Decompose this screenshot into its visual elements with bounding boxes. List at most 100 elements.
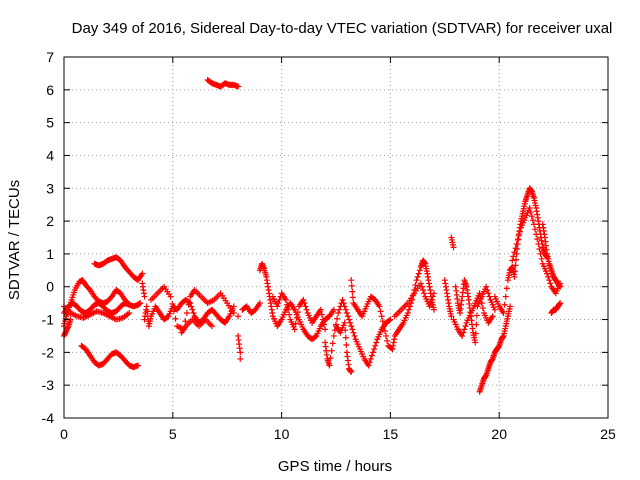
x-tick-label: 20 bbox=[491, 426, 507, 442]
data-point-fill bbox=[512, 245, 519, 252]
data-point bbox=[526, 204, 533, 211]
x-tick-label: 5 bbox=[169, 426, 177, 442]
data-point bbox=[348, 369, 355, 376]
data-point-fill bbox=[328, 347, 335, 354]
data-point bbox=[413, 277, 420, 284]
data-point-fill bbox=[327, 355, 334, 362]
data-point bbox=[343, 309, 350, 316]
data-point-fill bbox=[421, 290, 428, 297]
data-point-fill bbox=[545, 273, 552, 280]
data-point-fill bbox=[511, 268, 518, 275]
data-point-fill bbox=[383, 332, 390, 339]
data-point-fill bbox=[532, 226, 539, 233]
data-point-fill bbox=[275, 300, 282, 307]
x-tick-label: 15 bbox=[383, 426, 399, 442]
y-tick-label: 2 bbox=[46, 213, 54, 229]
data-point-fill bbox=[349, 294, 356, 301]
data-point bbox=[317, 306, 324, 313]
data-point bbox=[348, 323, 355, 330]
grid-lines bbox=[64, 57, 608, 418]
data-point-fill bbox=[164, 314, 171, 321]
data-point-fill bbox=[366, 359, 373, 366]
data-point-fill bbox=[414, 273, 421, 280]
data-point-fill bbox=[473, 312, 480, 319]
data-point-fill bbox=[373, 339, 380, 346]
chart-title: Day 349 of 2016, Sidereal Day-to-day VTE… bbox=[72, 20, 613, 37]
y-tick-label: 6 bbox=[46, 82, 54, 98]
data-point-fill bbox=[319, 316, 326, 323]
data-point bbox=[330, 306, 337, 313]
x-axis-label: GPS time / hours bbox=[278, 458, 392, 475]
y-tick-label: 5 bbox=[46, 115, 54, 131]
data-point-fill bbox=[386, 317, 393, 324]
data-point bbox=[557, 283, 564, 290]
data-point bbox=[326, 362, 333, 369]
data-point-fill bbox=[513, 256, 520, 263]
data-point bbox=[137, 300, 144, 307]
data-point bbox=[430, 290, 437, 297]
data-point-fill bbox=[527, 209, 534, 216]
data-point-fill bbox=[321, 321, 328, 328]
data-point-fill bbox=[371, 346, 378, 353]
data-point-fill bbox=[378, 313, 385, 320]
data-point-fill bbox=[381, 328, 388, 335]
data-point-fill bbox=[485, 290, 492, 297]
data-point-fill bbox=[472, 330, 479, 337]
data-point bbox=[417, 280, 424, 287]
data-point bbox=[365, 362, 372, 369]
data-point-fill bbox=[516, 228, 523, 235]
data-point-fill bbox=[412, 282, 419, 289]
data-point-fill bbox=[479, 305, 486, 312]
tick-labels: 0 5 10 15 20 25 -4 -3 -2 -1 0 1 2 3 4 5 6 7 bbox=[42, 49, 616, 442]
data-point bbox=[208, 323, 215, 330]
data-point-fill bbox=[284, 301, 291, 308]
data-point bbox=[256, 300, 263, 307]
data-point-fill bbox=[486, 293, 493, 300]
data-point-fill bbox=[536, 245, 543, 252]
y-tick-label: 7 bbox=[46, 49, 54, 65]
data-point bbox=[341, 319, 348, 326]
data-point-fill bbox=[301, 300, 308, 307]
data-point-fill bbox=[340, 300, 347, 307]
data-point-fill bbox=[510, 253, 517, 260]
data-point-fill bbox=[529, 217, 536, 224]
data-point bbox=[491, 306, 498, 313]
data-point-fill bbox=[511, 249, 518, 256]
data-point-fill bbox=[377, 308, 384, 315]
data-point bbox=[376, 303, 383, 310]
y-tick-label: -3 bbox=[42, 377, 55, 393]
data-point bbox=[511, 273, 518, 280]
data-point-fill bbox=[428, 296, 435, 303]
data-point-fill bbox=[292, 320, 299, 327]
data-point-fill bbox=[473, 321, 480, 328]
data-point bbox=[500, 309, 507, 316]
y-tick-label: 3 bbox=[46, 180, 54, 196]
y-tick-label: 1 bbox=[46, 246, 54, 262]
data-point-fill bbox=[462, 323, 469, 330]
data-point bbox=[509, 257, 516, 264]
data-point-fill bbox=[293, 314, 300, 321]
data-point-fill bbox=[302, 303, 309, 310]
data-point-fill bbox=[460, 329, 467, 336]
data-point-fill bbox=[342, 334, 349, 341]
data-point bbox=[141, 293, 148, 300]
y-tick-label: 4 bbox=[46, 147, 54, 163]
data-point-fill bbox=[349, 288, 356, 295]
data-point bbox=[426, 303, 433, 310]
data-point-fill bbox=[477, 295, 484, 302]
y-tick-label: -4 bbox=[42, 410, 55, 426]
data-point-fill bbox=[312, 333, 319, 340]
data-point-fill bbox=[343, 341, 350, 348]
data-point bbox=[472, 339, 479, 346]
data-point bbox=[557, 300, 564, 307]
data-point-fill bbox=[190, 309, 197, 316]
data-point-fill bbox=[285, 306, 292, 313]
x-tick-label: 10 bbox=[274, 426, 290, 442]
data-point-fill bbox=[342, 306, 349, 313]
data-point-fill bbox=[461, 326, 468, 333]
data-point bbox=[369, 349, 376, 356]
data-point-fill bbox=[528, 213, 535, 220]
data-point-fill bbox=[347, 319, 354, 326]
data-point-fill bbox=[415, 270, 422, 277]
data-point-fill bbox=[169, 300, 176, 307]
